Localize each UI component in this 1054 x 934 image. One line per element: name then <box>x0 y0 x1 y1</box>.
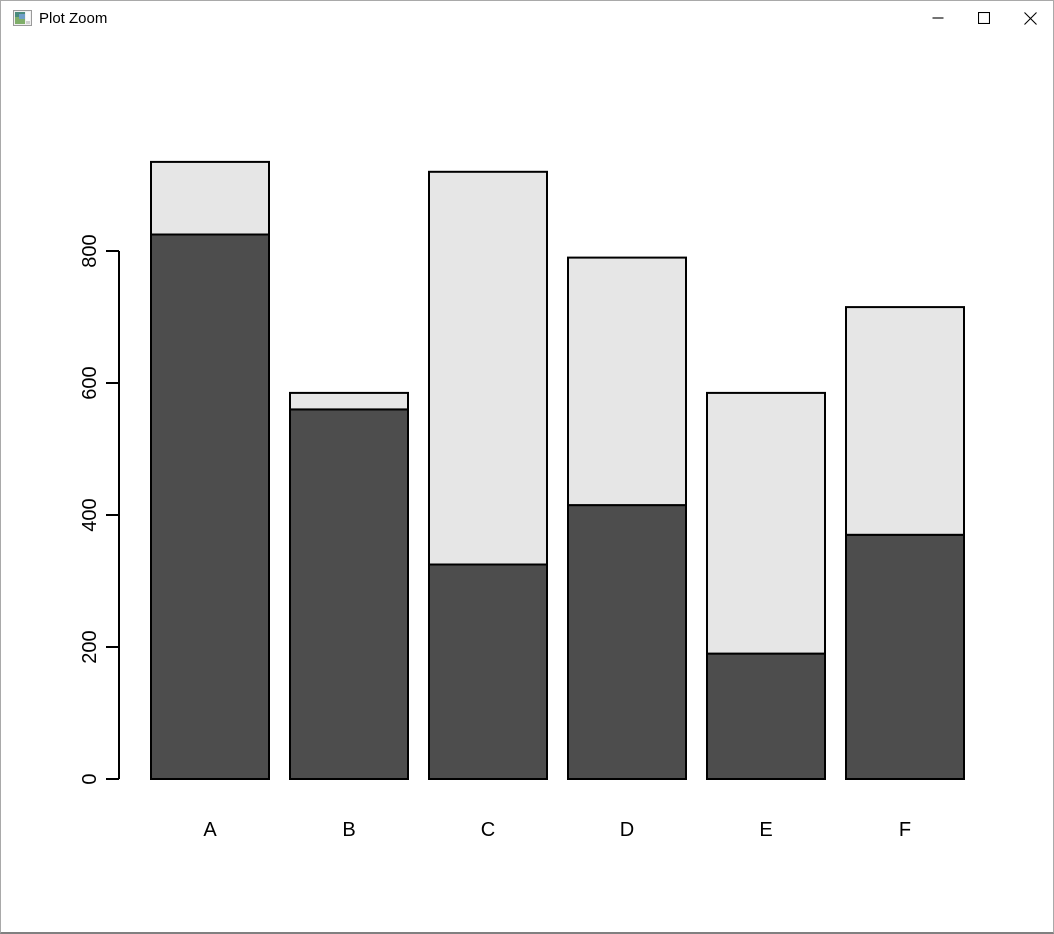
bar-segment-B-bottom-segment <box>289 408 409 780</box>
close-icon <box>1023 11 1037 25</box>
bar-segment-F-top-segment <box>845 306 965 536</box>
window-controls <box>915 1 1053 35</box>
bar-segment-E-top-segment <box>706 391 826 655</box>
y-tick-label: 0 <box>79 773 101 784</box>
close-button[interactable] <box>1007 1 1053 35</box>
minimize-button[interactable] <box>915 1 961 35</box>
bar-segment-C-bottom-segment <box>428 563 548 780</box>
bar-segment-A-bottom-segment <box>150 233 270 780</box>
bar-segment-C-top-segment <box>428 170 548 566</box>
bar-segment-D-top-segment <box>567 256 687 507</box>
bar-segment-E-bottom-segment <box>706 652 826 780</box>
x-category-label: F <box>899 819 911 841</box>
x-category-label: E <box>759 819 772 841</box>
bar-segment-A-top-segment <box>150 160 270 236</box>
titlebar[interactable]: Plot Zoom <box>1 1 1053 35</box>
bar-segment-B-top-segment <box>289 391 409 411</box>
minimize-icon <box>932 17 944 19</box>
x-category-label: B <box>342 819 355 841</box>
window-title: Plot Zoom <box>39 9 108 27</box>
y-tick-label: 800 <box>79 234 101 267</box>
x-category-label: D <box>620 819 634 841</box>
y-tick-label: 600 <box>79 366 101 399</box>
y-tick-label: 200 <box>79 630 101 663</box>
x-category-label: A <box>203 819 217 841</box>
maximize-button[interactable] <box>961 1 1007 35</box>
x-category-label: C <box>481 819 495 841</box>
bar-segment-D-bottom-segment <box>567 504 687 780</box>
y-tick-label: 400 <box>79 498 101 531</box>
bar-segment-F-bottom-segment <box>845 533 965 780</box>
plot-window-icon <box>13 10 32 26</box>
maximize-icon <box>978 12 990 24</box>
